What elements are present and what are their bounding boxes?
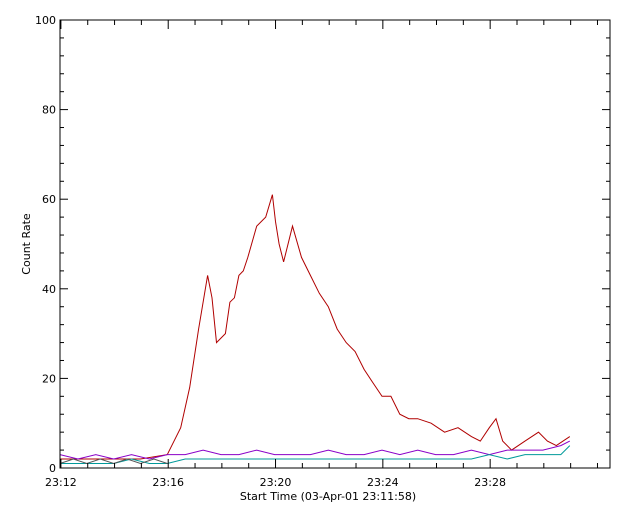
axis-ticks: 0 20 40 60 80 100 23:12 23:16 23:20 23:24 23:28	[35, 14, 610, 489]
x-tick-label: 23:20	[260, 476, 292, 489]
y-tick-label: 100	[35, 14, 56, 27]
y-tick-label: 0	[49, 462, 56, 475]
series-line-1	[60, 194, 571, 460]
x-axis-title: Start Time (03-Apr-01 23:11:58)	[240, 490, 416, 503]
x-tick-label: 23:28	[474, 476, 506, 489]
x-tick-label: 23:24	[367, 476, 399, 489]
y-tick-label: 40	[42, 283, 56, 296]
y-tick-label: 20	[42, 372, 56, 385]
series-line-3	[60, 445, 571, 464]
y-tick-label: 80	[42, 104, 56, 117]
x-tick-label: 23:16	[152, 476, 184, 489]
x-tick-label: 23:12	[45, 476, 77, 489]
plot-frame	[59, 19, 611, 469]
series-line-2	[59, 440, 571, 460]
y-tick-label: 60	[42, 193, 56, 206]
y-axis-title: Count Rate	[20, 213, 33, 275]
series-line-4	[59, 458, 168, 465]
series-lines	[59, 194, 571, 465]
